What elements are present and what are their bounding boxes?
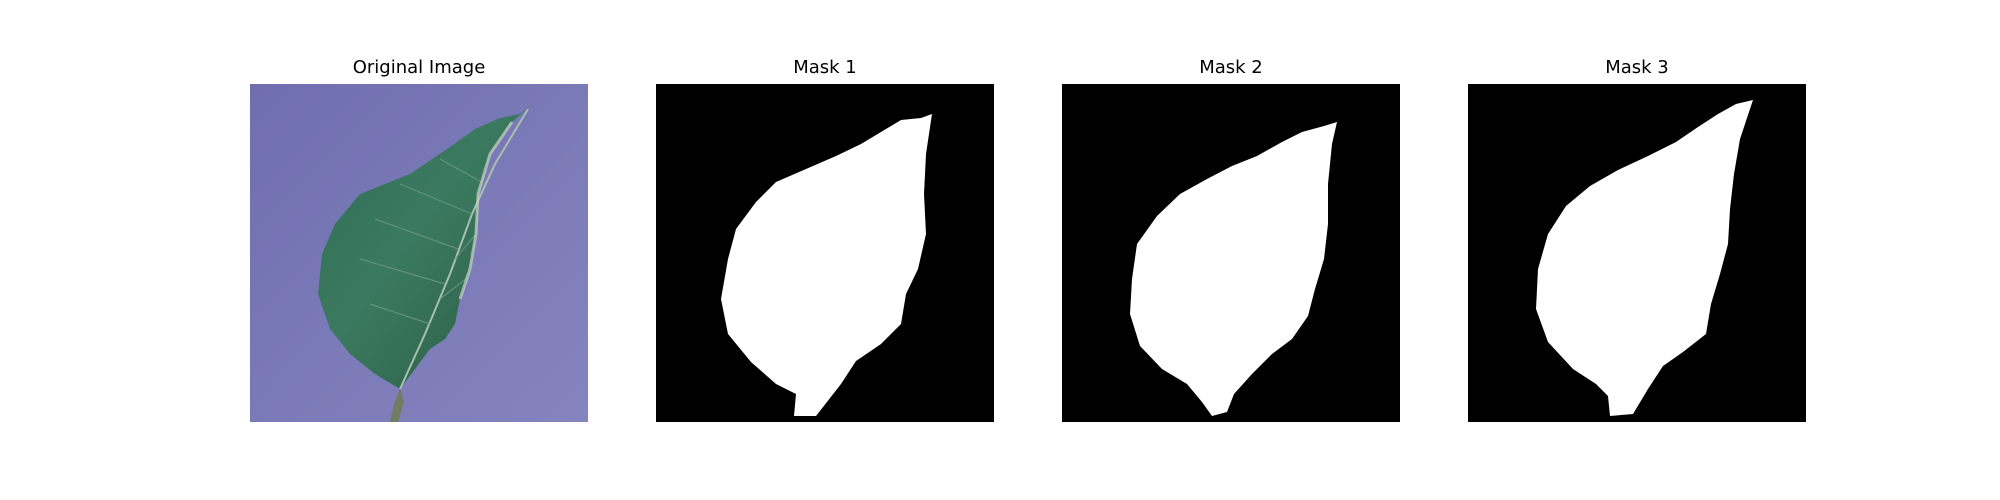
mask-2 bbox=[1062, 84, 1400, 422]
mask-3-image bbox=[1468, 84, 1806, 422]
panel-title: Original Image bbox=[352, 57, 486, 78]
mask-1-image bbox=[656, 84, 994, 422]
panel-title: Mask 2 bbox=[1199, 57, 1263, 78]
leaf-shape bbox=[318, 102, 535, 389]
mask-2-image bbox=[1062, 84, 1400, 422]
leaf-vein bbox=[359, 158, 486, 325]
leaf-photo bbox=[250, 84, 588, 422]
panel-title: Mask 3 bbox=[1605, 57, 1669, 78]
leaf-midrib bbox=[399, 108, 529, 390]
mask-foreground bbox=[1536, 100, 1753, 416]
panel-mask-1: Mask 1 bbox=[656, 56, 994, 422]
panel-title: Mask 1 bbox=[793, 57, 857, 78]
mask-1 bbox=[656, 84, 994, 422]
leaf-edge-highlight bbox=[458, 121, 514, 300]
panel-original-image: Original Image bbox=[250, 56, 588, 422]
mask-3 bbox=[1468, 84, 1806, 422]
original-image bbox=[250, 84, 588, 422]
leaf-stem bbox=[390, 388, 404, 422]
panel-mask-2: Mask 2 bbox=[1062, 56, 1400, 422]
mask-foreground bbox=[721, 114, 932, 416]
panel-mask-3: Mask 3 bbox=[1468, 56, 1806, 422]
mask-foreground bbox=[1130, 122, 1337, 416]
